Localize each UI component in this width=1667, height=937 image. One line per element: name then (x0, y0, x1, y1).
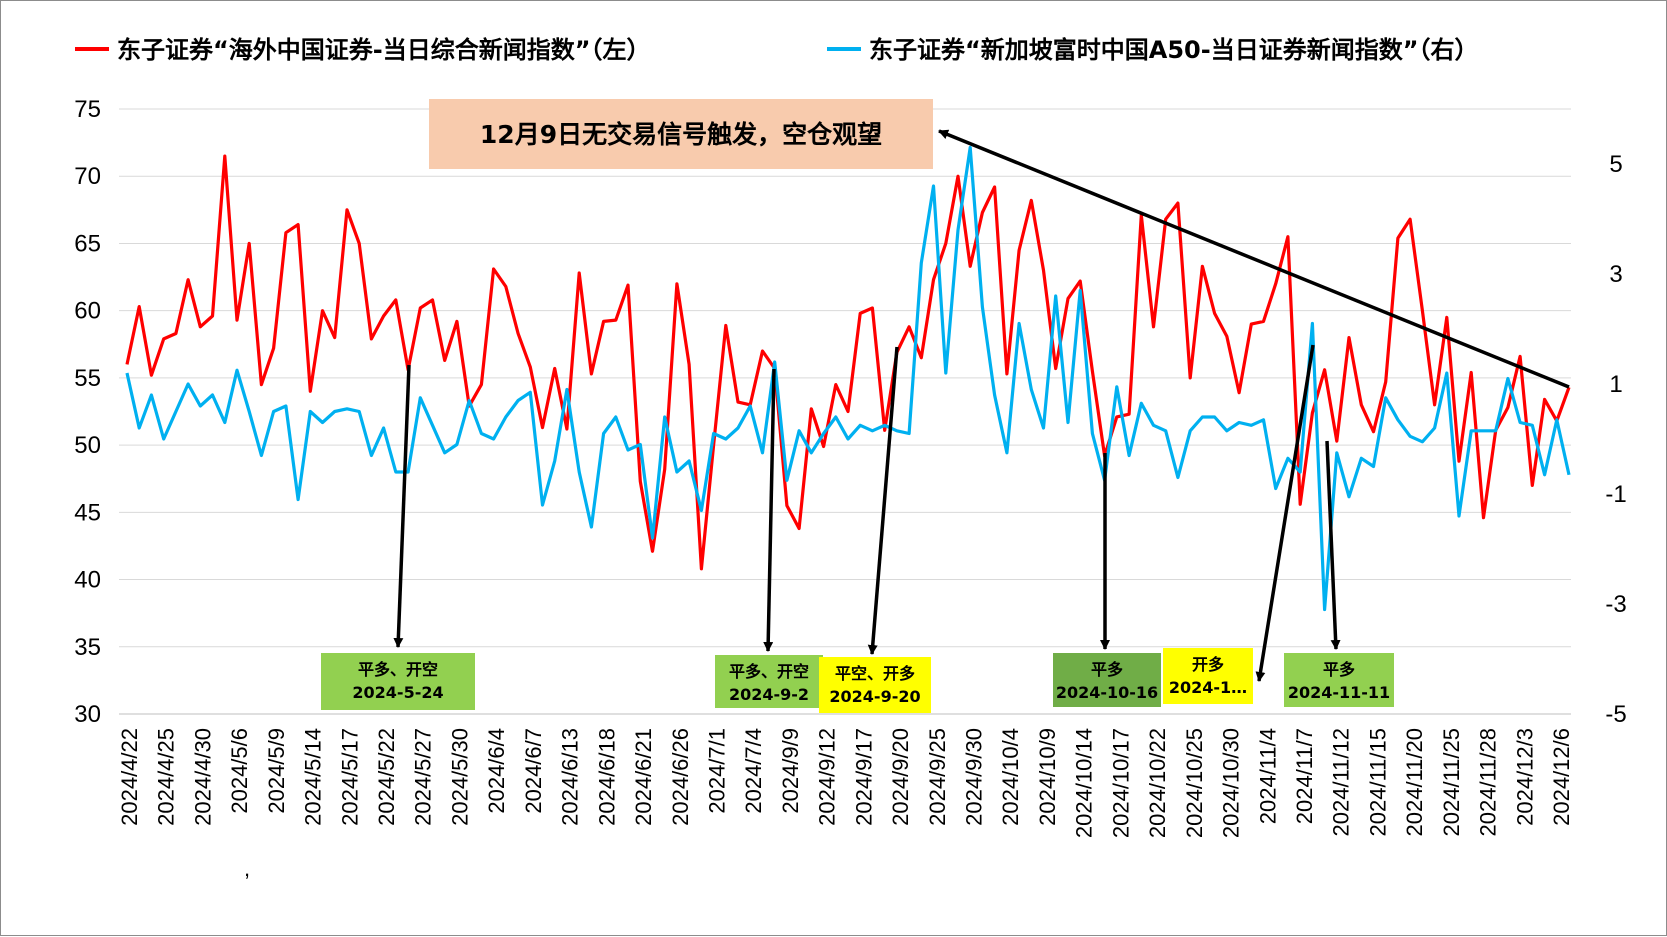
callout-box (429, 99, 933, 169)
x-tick-label: 2024/5/27 (411, 728, 436, 826)
x-tick-label: 2024/10/30 (1219, 728, 1244, 838)
x-tick-label: 2024/11/7 (1292, 728, 1317, 824)
x-tick-label: 2024/12/3 (1512, 728, 1537, 826)
x-tick-label: 2024/5/30 (447, 728, 472, 826)
x-tick-label: 2024/6/26 (668, 728, 693, 826)
left-tick-label: 30 (74, 701, 101, 728)
stray-mark: , (244, 856, 250, 881)
signal-box (1284, 653, 1394, 707)
signal-date-label: 2024-11-11 (1288, 683, 1390, 702)
x-tick-label: 2024/4/30 (190, 728, 215, 826)
signal-date-label: 2024-5-24 (352, 683, 443, 702)
left-tick-label: 65 (74, 230, 101, 257)
series-line-right (125, 145, 1571, 612)
left-tick-label: 40 (74, 567, 101, 594)
signal-box (1053, 653, 1161, 707)
x-tick-label: 2024/5/17 (337, 728, 362, 826)
callout-text: 12月9日无交易信号触发，空仓观望 (480, 120, 882, 149)
x-tick-label: 2024/10/25 (1182, 728, 1207, 838)
left-tick-label: 45 (74, 499, 101, 526)
x-tick-label: 2024/11/15 (1365, 728, 1390, 836)
signal-box (1163, 648, 1253, 704)
x-tick-label: 2024/10/4 (998, 728, 1023, 826)
x-tick-label: 2024/10/17 (1108, 728, 1133, 838)
signal-date-label: 2024-9-20 (829, 687, 920, 706)
left-tick-label: 75 (74, 96, 101, 123)
x-tick-label: 2024/11/25 (1439, 728, 1464, 836)
x-tick-label: 2024/4/22 (117, 728, 142, 826)
right-tick-label: 3 (1609, 261, 1622, 288)
right-tick-label: 5 (1609, 151, 1622, 178)
x-tick-label: 2024/10/9 (1035, 728, 1060, 826)
signal-date-label: 2024-1… (1169, 678, 1247, 697)
x-tick-label: 2024/6/21 (631, 728, 656, 826)
x-tick-label: 2024/9/12 (815, 728, 840, 826)
signal-arrow (1325, 440, 1341, 650)
series-lines (125, 145, 1571, 612)
signal-action-label: 平多、开空 (358, 660, 438, 679)
signal-arrow (763, 368, 776, 652)
legend-label-right: 东子证券“新加坡富时中国A50-当日证券新闻指数”（右） (869, 36, 1478, 64)
signal-action-label: 平多 (1323, 660, 1355, 679)
x-tick-label: 2024/9/17 (851, 728, 876, 826)
x-tick-label: 2024/6/18 (594, 728, 619, 826)
x-tick-label: 2024/9/20 (888, 728, 913, 826)
x-tick-label: 2024/12/6 (1549, 728, 1574, 826)
x-tick-label: 2024/10/14 (1072, 728, 1097, 838)
x-tick-label: 2024/5/14 (301, 728, 326, 826)
signal-date-label: 2024-9-2 (729, 685, 809, 704)
signal-box (321, 653, 475, 710)
signal-arrow (1255, 344, 1315, 682)
x-tick-label: 2024/4/25 (154, 728, 179, 826)
x-tick-label: 2024/6/7 (521, 728, 546, 814)
right-tick-label: 1 (1609, 371, 1622, 398)
signal-date-label: 2024-10-16 (1056, 683, 1158, 702)
signal-action-label: 开多 (1192, 655, 1224, 674)
legend-label-left: 东子证券“海外中国证券-当日综合新闻指数”（左） (117, 36, 651, 64)
left-tick-label: 55 (74, 365, 101, 392)
x-tick-label: 2024/11/12 (1329, 728, 1354, 836)
x-tick-label: 2024/9/30 (962, 728, 987, 826)
right-tick-label: -3 (1605, 591, 1626, 618)
x-tick-label: 2024/11/28 (1476, 728, 1501, 836)
signal-arrow (938, 129, 1570, 389)
left-tick-label: 35 (74, 634, 101, 661)
x-tick-label: 2024/7/4 (741, 728, 766, 814)
x-tick-label: 2024/5/9 (264, 728, 289, 814)
signal-action-label: 平空、开多 (835, 664, 915, 683)
signal-action-label: 平多、开空 (729, 662, 809, 681)
x-tick-label: 2024/11/4 (1255, 728, 1280, 824)
left-tick-label: 60 (74, 298, 101, 325)
x-tick-label: 2024/11/20 (1402, 728, 1427, 836)
left-tick-label: 50 (74, 432, 101, 459)
x-tick-label: 2024/6/4 (484, 728, 509, 814)
x-tick-label: 2024/10/22 (1145, 728, 1170, 838)
x-tick-label: 2024/5/22 (374, 728, 399, 826)
x-tick-label: 2024/7/1 (704, 728, 729, 814)
legend: 东子证券“海外中国证券-当日综合新闻指数”（左） 东子证券“新加坡富时中国A50-… (75, 36, 1478, 64)
signal-arrow (867, 346, 899, 655)
x-tick-label: 2024/6/13 (558, 728, 583, 826)
right-tick-label: -1 (1605, 481, 1626, 508)
signal-arrow (393, 364, 411, 648)
right-tick-label: -5 (1605, 701, 1626, 728)
series-line-left (125, 154, 1571, 571)
x-tick-label: 2024/9/25 (925, 728, 950, 826)
signal-box (819, 657, 931, 713)
axes: 75 70 65 60 55 50 45 40 35 30 5 3 1 -1 -3 -5 2024/4/22 20… (74, 96, 1626, 881)
x-tick-label: 2024/5/6 (227, 728, 252, 814)
signal-box (715, 655, 823, 708)
left-tick-label: 70 (74, 163, 101, 190)
signal-action-label: 平多 (1091, 660, 1123, 679)
x-tick-label: 2024/9/9 (778, 728, 803, 814)
